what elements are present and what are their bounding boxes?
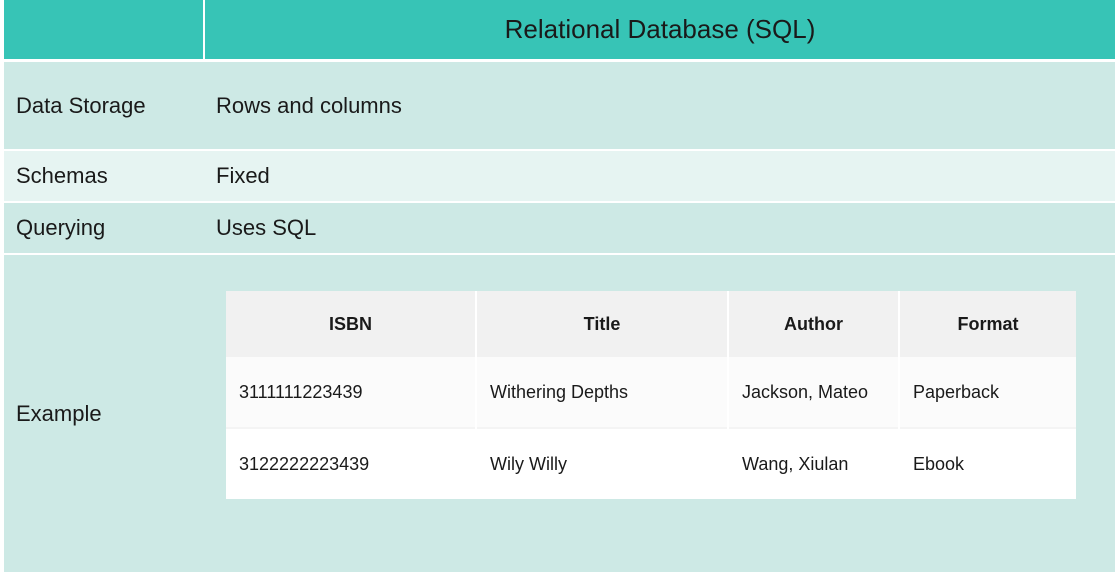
cell-isbn: 3122222223439 xyxy=(226,428,477,499)
example-table: ISBN Title Author Format 3111111223439 W… xyxy=(226,291,1076,499)
cell-title: Withering Depths xyxy=(476,357,729,428)
cell-isbn: 3111111223439 xyxy=(226,357,477,428)
row-label: Schemas xyxy=(4,150,204,202)
cell-format: Ebook xyxy=(899,428,1076,499)
column-header-format: Format xyxy=(899,291,1076,357)
table-row-querying: Querying Uses SQL xyxy=(4,202,1115,254)
header-empty-cell xyxy=(4,0,204,61)
header-row: Relational Database (SQL) xyxy=(4,0,1115,61)
cell-title: Wily Willy xyxy=(476,428,729,499)
row-value: Rows and columns xyxy=(204,60,1115,150)
comparison-table: Relational Database (SQL) Data Storage R… xyxy=(4,0,1115,572)
column-header-isbn: ISBN xyxy=(226,291,477,357)
table-row-data-storage: Data Storage Rows and columns xyxy=(4,60,1115,150)
table-row: 3111111223439 Withering Depths Jackson, … xyxy=(226,357,1076,428)
example-header-row: ISBN Title Author Format xyxy=(226,291,1076,357)
table-row-example: Example ISBN Title Author Format 3111111… xyxy=(4,254,1115,572)
table-row-schemas: Schemas Fixed xyxy=(4,150,1115,202)
row-label: Data Storage xyxy=(4,60,204,150)
row-value: Uses SQL xyxy=(204,202,1115,254)
row-value: Fixed xyxy=(204,150,1115,202)
cell-author: Wang, Xiulan xyxy=(728,428,900,499)
column-header-title: Title xyxy=(476,291,729,357)
column-header-author: Author xyxy=(728,291,900,357)
row-label: Querying xyxy=(4,202,204,254)
header-title: Relational Database (SQL) xyxy=(203,0,1115,61)
table-row: 3122222223439 Wily Willy Wang, Xiulan Eb… xyxy=(226,428,1076,499)
slide: Relational Database (SQL) Data Storage R… xyxy=(4,0,1115,572)
cell-author: Jackson, Mateo xyxy=(728,357,900,428)
row-label: Example xyxy=(4,254,204,572)
cell-format: Paperback xyxy=(899,357,1076,428)
example-cell: ISBN Title Author Format 3111111223439 W… xyxy=(204,254,1115,572)
